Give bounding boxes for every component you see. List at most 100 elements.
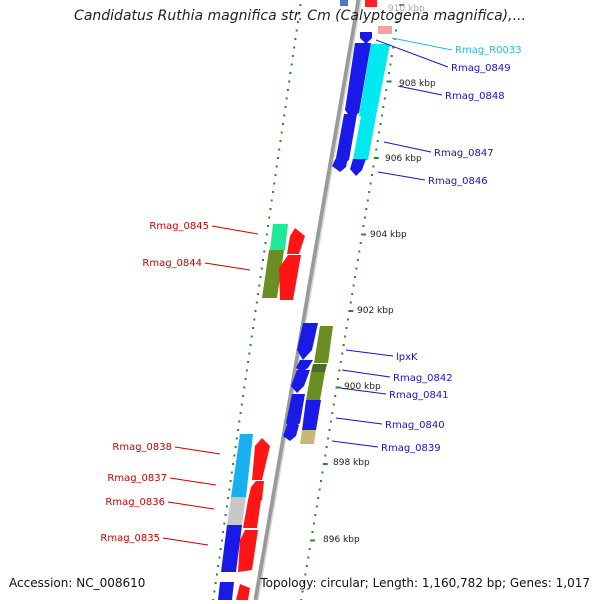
- track-dot: [214, 582, 217, 584]
- gene-arrow-rmag-0848[interactable]: [345, 43, 371, 118]
- gene-arrow-rmag-0839[interactable]: [283, 425, 299, 441]
- gene-arrow-rmag-0847[interactable]: [336, 114, 357, 165]
- gene-arrow-rmag-0846b[interactable]: [350, 159, 366, 176]
- reverse-gene-labels: Rmag_0845 Rmag_0844 Rmag_0838 Rmag_0837 …: [100, 221, 209, 544]
- track-dot: [274, 174, 277, 176]
- track-dot: [317, 497, 320, 499]
- gene-block-lpxk-olive[interactable]: [314, 326, 333, 363]
- track-dot: [253, 318, 256, 321]
- track-dot: [239, 412, 242, 414]
- gene-label-rmag-0848[interactable]: Rmag_0848: [445, 91, 505, 102]
- gene-label-rmag-0846[interactable]: Rmag_0846: [428, 176, 488, 187]
- gene-label-rmag-r0033[interactable]: Rmag_R0033: [455, 45, 522, 56]
- track-dot: [342, 344, 345, 346]
- gene-block-rmag-0841-olive[interactable]: [306, 372, 325, 400]
- track-dot: [352, 284, 355, 287]
- track-dot: [237, 429, 240, 431]
- gene-label-lpxk[interactable]: lpxK: [396, 352, 418, 363]
- track-dot: [344, 335, 347, 338]
- gene-label-rmag-0836[interactable]: Rmag_0836: [105, 497, 165, 508]
- gene-label-rmag-0847[interactable]: Rmag_0847: [434, 148, 494, 159]
- track-dot: [243, 386, 246, 389]
- partial-feature-top-red[interactable]: [365, 0, 377, 7]
- gene-arrow-rmag-0845[interactable]: [287, 228, 305, 254]
- track-dot: [339, 361, 342, 363]
- gene-label-rmag-0842[interactable]: Rmag_0842: [393, 373, 453, 384]
- track-dot: [375, 148, 378, 151]
- track-dot: [329, 420, 332, 423]
- track-dot: [233, 454, 236, 457]
- gene-arrow-rmag-0846[interactable]: [332, 158, 348, 172]
- gene-block-rmag-0835-blue[interactable]: [221, 525, 242, 572]
- track-dot: [280, 131, 283, 134]
- track-dot: [286, 89, 289, 91]
- gene-label-rmag-0838[interactable]: Rmag_0838: [112, 442, 172, 453]
- track-dot: [230, 471, 233, 474]
- track-dot: [228, 488, 231, 491]
- gene-block-rmag-0839-tan[interactable]: [300, 430, 316, 444]
- track-dot: [284, 106, 287, 108]
- gene-arrow-rmag-0842[interactable]: [296, 360, 313, 372]
- track-dot: [335, 386, 341, 389]
- track-dot: [358, 250, 361, 253]
- gene-arrow-rmag-0841[interactable]: [291, 370, 310, 393]
- gene-label-rmag-0844[interactable]: Rmag_0844: [142, 258, 202, 269]
- genome-summary: Topology: circular; Length: 1,160,782 bp…: [260, 576, 590, 590]
- gene-arrow-lpxk[interactable]: [297, 323, 318, 360]
- track-dot: [245, 369, 248, 372]
- track-dot: [217, 565, 220, 567]
- gene-block-rmag-0842-dark[interactable]: [311, 364, 327, 372]
- track-dot: [278, 148, 281, 151]
- gene-label-rmag-0849[interactable]: Rmag_0849: [451, 63, 511, 74]
- gene-block-rmag-0847-cyan[interactable]: [353, 116, 376, 160]
- track-dot: [257, 293, 259, 295]
- gene-label-rmag-0840[interactable]: Rmag_0840: [385, 420, 445, 431]
- gene-arrow-rmag-0840[interactable]: [286, 394, 305, 430]
- track-dot: [263, 250, 266, 253]
- track-dot: [215, 573, 218, 576]
- gene-block-rmag-0836-grey[interactable]: [227, 497, 246, 525]
- track-dot: [390, 55, 393, 57]
- gene-label-rmag-0841[interactable]: Rmag_0841: [389, 390, 449, 401]
- partial-gene-bottom-red[interactable]: [236, 584, 250, 600]
- track-dot: [222, 531, 225, 533]
- track-dot: [345, 327, 348, 329]
- track-dot: [321, 471, 324, 474]
- track-dot: [232, 463, 235, 465]
- gene-block-rmag-0844-olive[interactable]: [262, 250, 284, 298]
- gene-block-rmag-0840[interactable]: [302, 400, 321, 430]
- gene-arrow-rmag-0849[interactable]: [360, 32, 372, 44]
- track-dot: [308, 548, 311, 550]
- gene-block-rmag-0838-sky[interactable]: [231, 434, 253, 497]
- track-dot: [362, 225, 365, 227]
- gene-arrow-rmag-0836[interactable]: [243, 500, 261, 528]
- track-dot: [265, 233, 268, 236]
- track-dot: [318, 488, 321, 491]
- track-dot: [240, 403, 243, 406]
- gene-label-rmag-0845[interactable]: Rmag_0845: [149, 221, 209, 232]
- track-dot: [337, 378, 339, 380]
- track-dot: [397, 12, 400, 15]
- gene-label-rmag-0835[interactable]: Rmag_0835: [100, 533, 160, 544]
- gene-arrow-rmag-0844[interactable]: [279, 255, 301, 300]
- gene-arrow-rmag-0837[interactable]: [248, 481, 264, 500]
- track-dot: [311, 531, 314, 533]
- gene-block-rmag-0845-green[interactable]: [270, 224, 288, 250]
- partial-feature-top[interactable]: [340, 0, 348, 6]
- track-dot: [272, 191, 274, 193]
- rna-feature-box[interactable]: [378, 26, 392, 34]
- gene-block-rmag-0848-cyan[interactable]: [359, 44, 390, 116]
- track-dot: [372, 165, 375, 168]
- gene-arrow-rmag-0838[interactable]: [252, 438, 270, 480]
- gene-arrow-rmag-0835[interactable]: [238, 530, 258, 572]
- track-dot: [322, 463, 328, 465]
- partial-gene-bottom-blue[interactable]: [218, 582, 234, 600]
- track-dot: [244, 378, 247, 380]
- label-leader-lines: [162, 37, 453, 546]
- tick-label: 896 kbp: [323, 535, 360, 545]
- gene-label-rmag-0839[interactable]: Rmag_0839: [381, 443, 441, 454]
- track-dot: [385, 89, 388, 91]
- gene-label-rmag-0837[interactable]: Rmag_0837: [107, 473, 167, 484]
